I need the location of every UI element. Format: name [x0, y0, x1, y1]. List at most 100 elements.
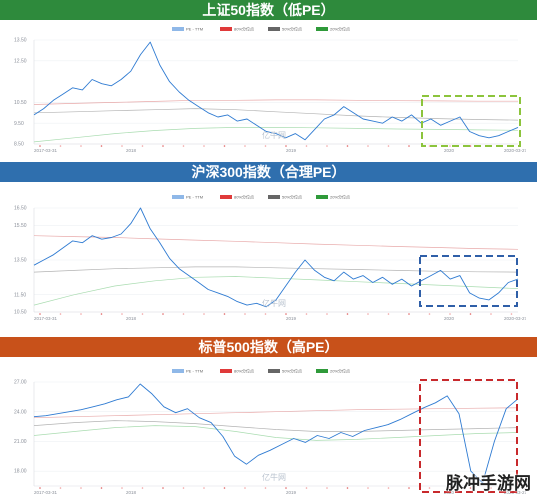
event-marker — [264, 313, 267, 315]
event-marker — [121, 313, 123, 315]
event-marker — [387, 145, 390, 147]
event-marker — [264, 145, 267, 147]
chart-1-title: 上证50指数（低PE） — [202, 2, 335, 18]
legend-swatch — [172, 27, 184, 31]
legend-label: 20%分位点 — [330, 194, 350, 200]
chart-2-banner: 沪深300指数（合理PE） — [0, 162, 537, 182]
event-marker — [510, 487, 513, 489]
event-marker — [39, 487, 41, 489]
percentile-line — [33, 407, 519, 419]
y-tick-label: 13.50 — [14, 38, 27, 44]
event-marker — [285, 487, 287, 489]
percentile-line — [33, 266, 519, 273]
x-tick-label: 2017-03-31 — [34, 490, 58, 495]
y-tick-label: 8.50 — [14, 142, 24, 148]
y-tick-label: 15.50 — [14, 223, 27, 229]
x-tick-label: 2020 — [444, 316, 455, 321]
event-marker — [285, 145, 287, 147]
x-tick-label: 2019 — [286, 148, 297, 153]
highlight-box — [419, 255, 518, 307]
legend-label: 80%分位点 — [234, 26, 254, 32]
x-tick-label: 2017-03-31 — [34, 148, 58, 153]
event-marker — [203, 313, 205, 315]
legend-label: 20%分位点 — [330, 368, 350, 374]
event-marker — [490, 487, 492, 489]
event-marker — [264, 487, 267, 489]
legend-swatch — [220, 369, 232, 373]
event-marker — [203, 145, 205, 147]
legend-label: 80%分位点 — [234, 194, 254, 200]
watermark: 亿牛网 — [262, 472, 286, 482]
y-tick-label: 11.50 — [14, 292, 26, 298]
legend-swatch — [268, 27, 280, 31]
legend-label: 50%分位点 — [282, 26, 302, 32]
event-marker — [39, 145, 41, 147]
event-marker — [141, 487, 144, 489]
y-tick-label: 12.50 — [14, 58, 27, 64]
event-marker — [121, 487, 123, 489]
event-marker — [469, 145, 472, 147]
legend-label: 50%分位点 — [282, 368, 302, 374]
event-marker — [223, 487, 226, 489]
legend-swatch — [316, 195, 328, 199]
y-tick-label: 21.00 — [14, 439, 27, 445]
y-tick-label: 9.50 — [14, 121, 24, 127]
highlight-box — [421, 95, 521, 147]
event-marker — [408, 313, 410, 315]
event-marker — [203, 487, 205, 489]
event-marker — [367, 313, 369, 315]
event-marker — [80, 145, 82, 147]
legend-label: PE - TTM — [186, 195, 203, 200]
event-marker — [305, 487, 308, 489]
percentile-line — [33, 99, 518, 105]
event-marker — [223, 145, 226, 147]
event-marker — [367, 145, 369, 147]
legend-swatch — [268, 369, 280, 373]
event-marker — [182, 487, 185, 489]
pe-ttm-line — [33, 383, 519, 484]
event-marker — [326, 487, 328, 489]
legend-swatch — [316, 27, 328, 31]
percentile-line — [33, 127, 519, 143]
legend-label: 20%分位点 — [330, 26, 350, 32]
event-marker — [59, 145, 62, 147]
event-marker — [100, 313, 103, 315]
event-marker — [121, 145, 123, 147]
chart-3-panel: 27.00 24.00 21.00 18.00 2017-03-31 2018 2019 20… — [12, 366, 526, 500]
percentile-line — [33, 425, 519, 441]
legend-label: PE - TTM — [186, 27, 203, 32]
legend-label: 80%分位点 — [234, 368, 254, 374]
percentile-line — [33, 276, 519, 306]
pe-ttm-line — [33, 41, 519, 141]
event-marker — [244, 145, 246, 147]
event-marker — [469, 313, 472, 315]
event-marker — [469, 487, 472, 489]
event-marker — [59, 487, 62, 489]
event-marker — [100, 487, 103, 489]
event-marker — [80, 487, 82, 489]
event-marker — [428, 313, 431, 315]
event-marker — [449, 313, 451, 315]
event-marker — [162, 313, 164, 315]
highlight-box — [419, 379, 518, 493]
y-tick-label: 10.50 — [14, 310, 27, 316]
chart-2-panel: 16.50 15.50 13.50 11.50 10.50 2017-03-31 2018 2… — [12, 192, 526, 326]
y-tick-label: 18.00 — [14, 469, 27, 475]
event-marker — [346, 313, 349, 315]
chart-3-title: 标普500指数（高PE） — [198, 339, 339, 355]
event-marker — [141, 313, 144, 315]
pe-ttm-line — [33, 207, 519, 308]
legend-label: 50%分位点 — [282, 194, 302, 200]
chart-1-svg: 13.50 12.50 10.50 9.50 8.50 2017-03-31 2018 201… — [14, 26, 526, 154]
chart-3-banner: 标普500指数（高PE） — [0, 337, 537, 357]
y-tick-label: 10.50 — [14, 100, 27, 106]
event-marker — [182, 313, 185, 315]
x-tick-label: 2019 — [286, 490, 297, 495]
event-marker — [387, 487, 390, 489]
y-tick-label: 24.00 — [14, 409, 27, 415]
x-tick-label: 2018 — [126, 490, 137, 495]
chart-1-panel: 13.50 12.50 10.50 9.50 8.50 2017-03-31 2018 201… — [12, 24, 526, 158]
event-marker — [244, 313, 246, 315]
event-marker — [182, 145, 185, 147]
legend-swatch — [172, 369, 184, 373]
